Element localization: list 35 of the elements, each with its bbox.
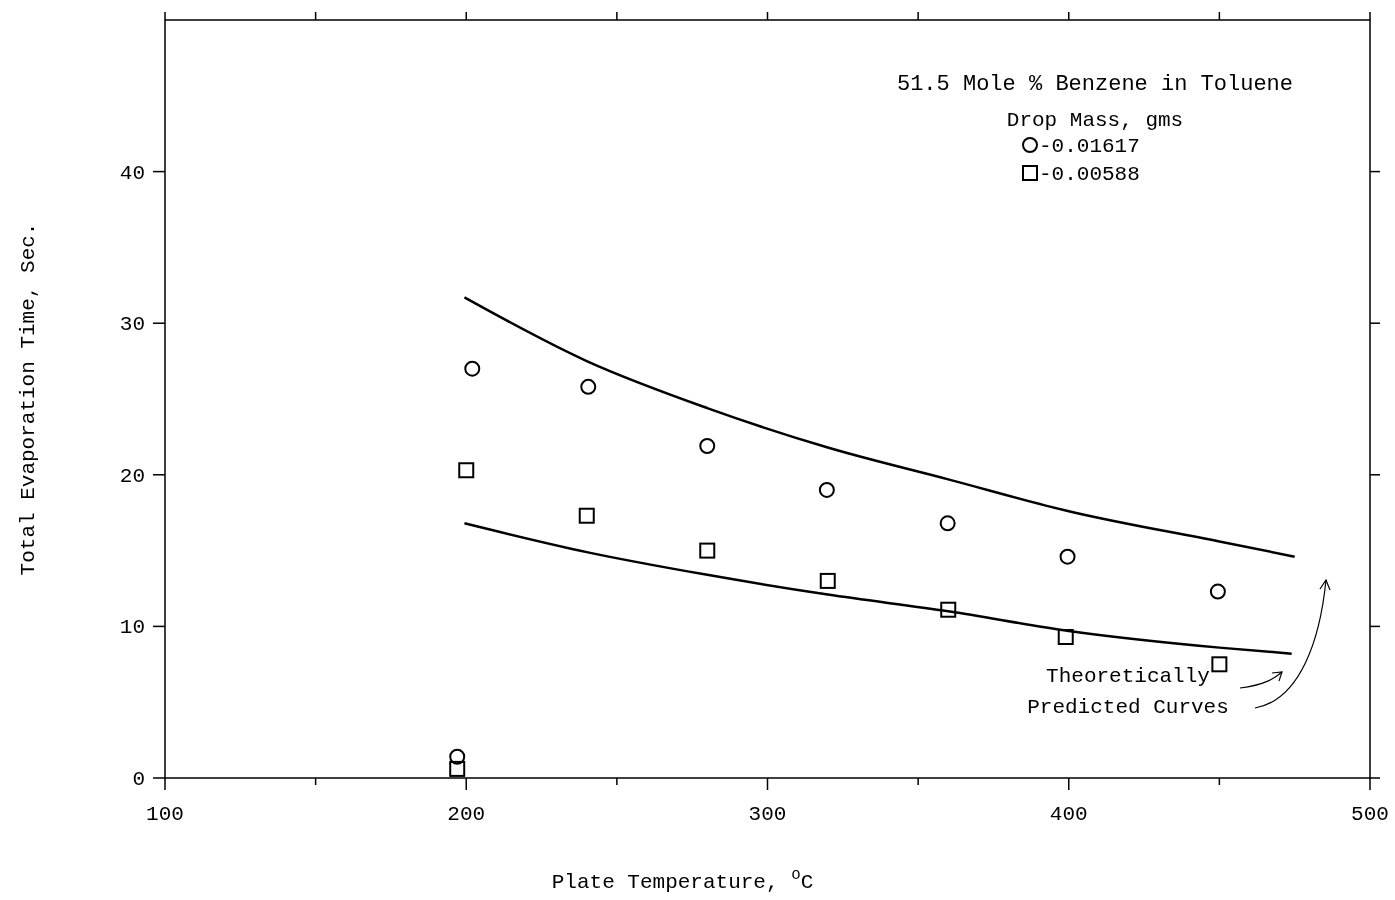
point	[449, 760, 466, 777]
annotation: 51.5 Mole % Benzene in Toluene	[896, 72, 1294, 97]
point	[699, 542, 716, 559]
legend-label: -0.00588	[1039, 163, 1140, 186]
point	[818, 481, 835, 498]
point	[699, 438, 716, 454]
point	[458, 462, 475, 479]
y-tick-label: 0	[132, 768, 145, 791]
point	[819, 572, 836, 589]
point	[580, 378, 597, 395]
y-tick-label: 20	[119, 464, 145, 488]
y-axis-title: Total Evaporation Time, Sec.	[17, 222, 40, 576]
x-tick-label: 300	[748, 803, 787, 826]
point	[449, 748, 466, 765]
legend-label: -0.01617	[1039, 135, 1140, 158]
point	[1211, 656, 1228, 673]
legend-title: Drop Mass, gms	[1006, 109, 1184, 132]
point	[940, 601, 957, 618]
x-axis-title: Plate Temperature, $^{o}$C	[551, 866, 814, 894]
x-tick-label: 100	[146, 803, 184, 826]
y-tick-label: 30	[119, 313, 145, 337]
annotation: Theoretically Predicted Curves	[1027, 665, 1229, 719]
point	[1059, 548, 1076, 565]
y-tick-label: 10	[119, 616, 145, 640]
line-series	[463, 522, 1293, 655]
x-tick-label: 500	[1351, 803, 1389, 826]
point	[1057, 629, 1074, 646]
point	[1209, 583, 1226, 600]
y-tick-label: 40	[119, 161, 145, 185]
x-tick-label: 400	[1049, 803, 1088, 826]
point	[939, 515, 956, 532]
point	[578, 507, 595, 524]
x-tick-label: 200	[447, 803, 486, 826]
point	[464, 360, 481, 377]
line-series	[463, 296, 1296, 558]
